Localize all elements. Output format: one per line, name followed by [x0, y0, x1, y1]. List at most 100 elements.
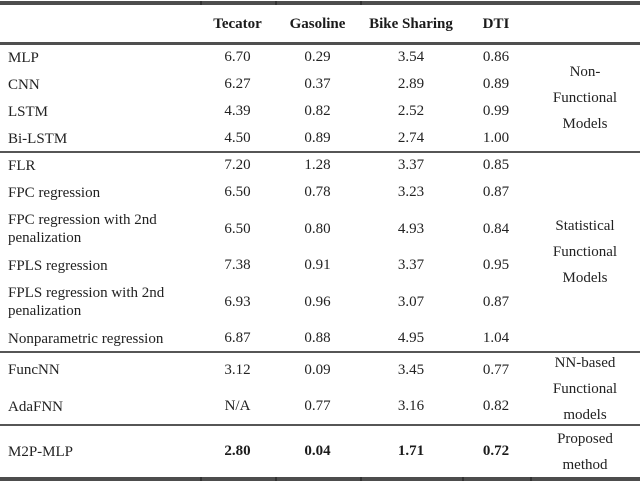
group1-separator-rule — [0, 151, 640, 153]
value-cell-best: 0.72 — [482, 443, 510, 459]
col-header-tecator: Tecator — [213, 16, 262, 32]
value-cell: 0.87 — [482, 184, 510, 200]
col-header-dti: DTI — [482, 16, 510, 32]
col-header-gasoline: Gasoline — [289, 16, 346, 32]
table-row-bi-lstm: Bi-LSTM 4.50 0.89 2.74 1.00 — [0, 125, 640, 152]
value-cell: 2.89 — [397, 76, 425, 92]
value-cell: 0.86 — [482, 49, 510, 65]
value-cell: 6.27 — [224, 76, 251, 92]
rule-tick — [530, 477, 532, 481]
row-label: M2P-MLP — [8, 443, 74, 460]
row-label: FLR — [8, 157, 36, 174]
value-cell: 3.37 — [397, 157, 425, 173]
rule-tick — [200, 1, 202, 5]
value-cell: 3.23 — [397, 184, 425, 200]
value-cell: 2.74 — [397, 130, 425, 146]
row-label: FPC regression with 2nd penalization — [8, 212, 157, 246]
rule-tick — [275, 1, 277, 5]
value-cell: 6.70 — [224, 49, 251, 65]
table-row-fpls-regression: FPLS regression 7.38 0.91 3.37 0.95 — [0, 252, 640, 279]
row-label: AdaFNN — [8, 398, 63, 415]
table-row-funcnn: FuncNN 3.12 0.09 3.45 0.77 — [0, 352, 640, 388]
rule-tick — [360, 1, 362, 5]
row-label: CNN — [8, 76, 40, 93]
value-cell: 1.28 — [304, 157, 331, 173]
value-cell-best: 0.04 — [304, 443, 331, 459]
group-label-line: Functional — [552, 244, 618, 260]
value-cell: 0.89 — [304, 130, 331, 146]
rule-tick — [275, 477, 277, 481]
table-body: Tecator Gasoline Bike Sharing DTI MLP 6.… — [0, 5, 640, 478]
group-label-line: Functional — [552, 380, 618, 397]
table-row-cnn: CNN 6.27 0.37 2.89 0.89 — [0, 71, 640, 98]
value-cell: 0.87 — [482, 293, 510, 310]
bottom-rule — [0, 477, 640, 481]
value-cell: 0.37 — [304, 76, 331, 92]
row-label: LSTM — [8, 103, 49, 120]
table-row-lstm: LSTM 4.39 0.82 2.52 0.99 — [0, 98, 640, 125]
value-cell: 0.77 — [482, 361, 510, 378]
col-header-bike-sharing: Bike Sharing — [369, 16, 453, 32]
group-label-line: Models — [562, 116, 608, 132]
value-cell: 3.45 — [397, 361, 425, 378]
value-cell: 3.54 — [397, 49, 425, 65]
value-cell: 6.50 — [224, 184, 251, 200]
value-cell: 0.89 — [482, 76, 510, 92]
value-cell: 0.77 — [304, 398, 331, 414]
row-label: FPLS regression — [8, 257, 108, 274]
table-row-mlp: MLP 6.70 0.29 3.54 0.86 — [0, 44, 640, 71]
group-label-non-functional-models: Non- Functional Models — [530, 44, 640, 152]
row-label: Bi-LSTM — [8, 130, 68, 147]
table-row-fpls-regression-2nd: FPLS regression with 2nd penalization 6.… — [0, 279, 640, 325]
value-cell: 6.87 — [224, 330, 251, 346]
row-label: FPC regression — [8, 184, 101, 201]
group-label-line: Non- — [569, 64, 601, 80]
group3-separator-rule — [0, 424, 640, 426]
value-cell: 4.39 — [224, 103, 251, 119]
row-label: MLP — [8, 49, 39, 66]
group2-separator-rule — [0, 351, 640, 353]
group-label-line: method — [562, 456, 608, 473]
value-cell: 1.04 — [482, 330, 510, 346]
group-label-line: Functional — [552, 90, 618, 106]
value-cell: 0.99 — [482, 103, 510, 119]
value-cell: 1.00 — [482, 130, 510, 146]
table-row-flr: FLR 7.20 1.28 3.37 0.85 — [0, 152, 640, 179]
rule-tick — [360, 477, 362, 481]
value-cell: 0.78 — [304, 184, 331, 200]
header-separator-rule — [0, 42, 640, 45]
value-cell: 0.85 — [482, 157, 510, 173]
group-label-line: Proposed — [557, 430, 613, 447]
group-label-line: models — [563, 406, 607, 423]
value-cell: 6.50 — [224, 220, 251, 237]
value-cell: 7.38 — [224, 257, 251, 273]
group-label-nn-based-functional-models: NN-based Functional models — [530, 353, 640, 424]
value-cell: 2.52 — [397, 103, 425, 119]
value-cell: 3.12 — [224, 361, 251, 378]
row-label: FuncNN — [8, 362, 60, 378]
value-cell: 6.93 — [224, 293, 251, 310]
value-cell: 4.50 — [224, 130, 251, 146]
value-cell: 0.88 — [304, 330, 331, 346]
table-row-nonparametric: Nonparametric regression 6.87 0.88 4.95 … — [0, 325, 640, 352]
header-row: Tecator Gasoline Bike Sharing DTI — [0, 5, 640, 44]
value-cell: 3.37 — [397, 257, 425, 273]
group-label-line: NN-based — [554, 354, 616, 371]
value-cell: 0.84 — [482, 220, 510, 237]
value-cell: 0.09 — [304, 361, 331, 378]
table-row-m2p-mlp: M2P-MLP 2.80 0.04 1.71 0.72 — [0, 425, 640, 478]
group-label-statistical-functional-models: Statistical Functional Models — [530, 153, 640, 351]
value-cell: 0.96 — [304, 293, 331, 310]
value-cell: 0.95 — [482, 257, 510, 273]
value-cell-best: 2.80 — [224, 443, 251, 459]
value-cell: 0.82 — [482, 398, 510, 414]
top-rule — [0, 1, 640, 5]
value-cell: 0.29 — [304, 49, 331, 65]
value-cell-best: 1.71 — [397, 443, 425, 459]
rule-tick — [462, 477, 464, 481]
group-label-line: Statistical — [555, 218, 615, 234]
value-cell: 0.91 — [304, 257, 331, 273]
value-cell: 0.82 — [304, 103, 331, 119]
value-cell: 3.16 — [397, 398, 425, 414]
